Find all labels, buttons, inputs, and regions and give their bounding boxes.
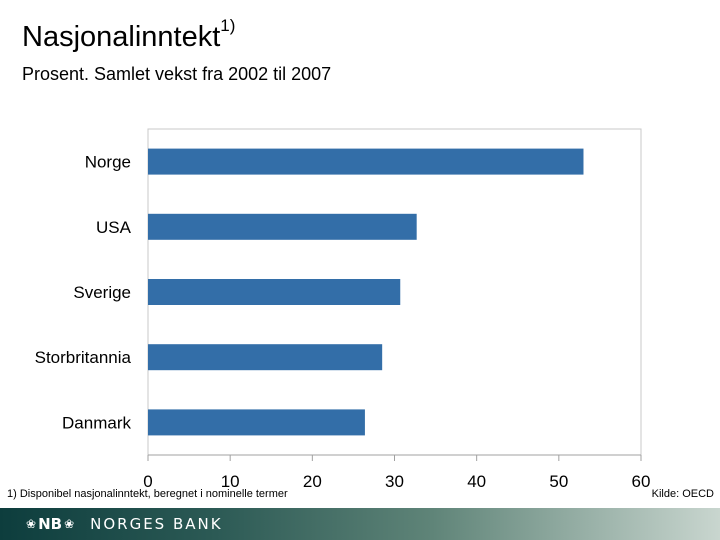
x-tick-label: 40 [467,472,486,491]
slide-title: Nasjonalinntekt1) [22,17,235,54]
bar-usa [148,213,417,240]
category-label: Sverige [73,283,131,302]
category-label: Danmark [62,413,131,432]
slide-title-text: Nasjonalinntekt [22,21,221,53]
category-label: Storbritannia [35,348,132,367]
ornament-left-icon: ❀ [26,517,39,531]
ornament-right-icon: ❀ [64,517,77,531]
x-tick-label: 30 [385,472,404,491]
bar-chart: Norge USA Sverige Storbritannia Danmark 0 10 20… [35,128,651,491]
x-tick-label: 20 [303,472,322,491]
x-tick-label: 50 [549,472,568,491]
slide-subtitle: Prosent. Samlet vekst fra 2002 til 2007 [22,64,332,84]
source-note: Kilde: OECD [651,488,714,500]
footnote: 1) Disponibel nasjonalinntekt, beregnet … [7,488,288,500]
category-label: USA [96,218,132,237]
bar-sverige [148,279,401,305]
x-tick-label: 10 [221,472,240,491]
x-tick-label: 0 [143,472,152,491]
bar-danmark [148,409,365,436]
category-label: Norge [85,153,131,172]
norges-bank-logo: ❀ NB ❀ NORGES BANK [26,514,223,534]
bar-norge [148,148,584,175]
logo-mark: NB [38,515,63,533]
x-tick-label: 60 [632,472,651,491]
bank-name: NORGES BANK [90,515,223,533]
bar-storbritannia [148,344,383,371]
slide-title-footnote-marker: 1) [220,16,236,36]
footer-bar: ❀ NB ❀ NORGES BANK [0,508,720,540]
